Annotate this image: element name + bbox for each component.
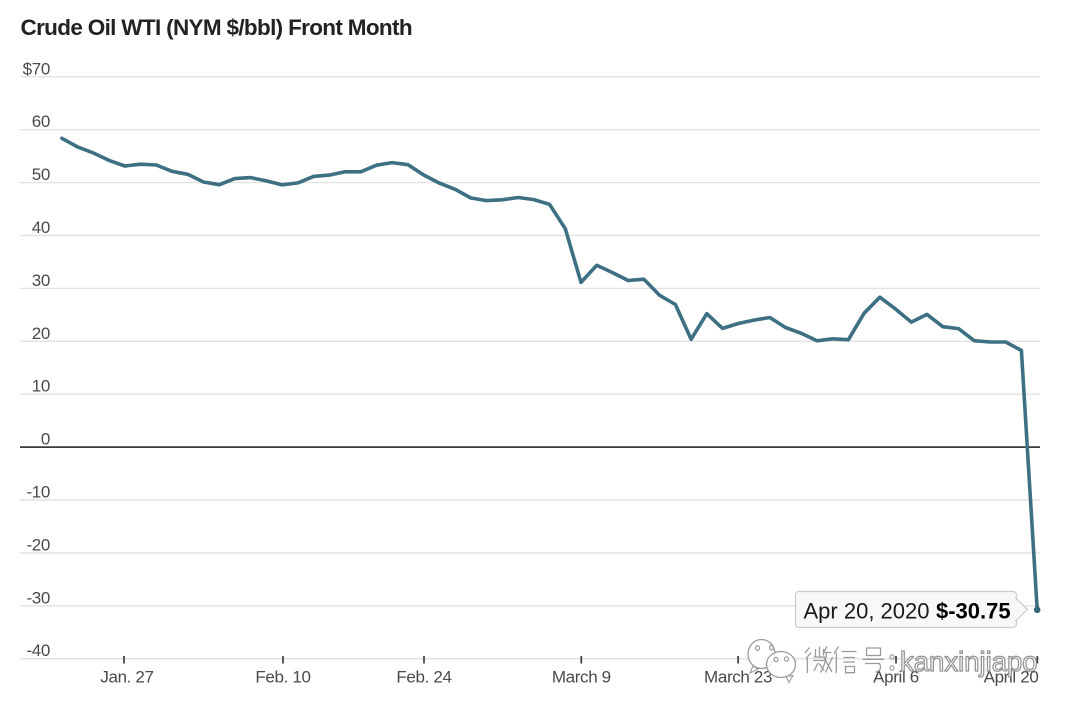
svg-text:40: 40 xyxy=(32,218,50,237)
svg-text:0: 0 xyxy=(41,430,50,449)
svg-text:50: 50 xyxy=(32,165,50,184)
svg-text:20: 20 xyxy=(32,324,50,343)
svg-text:60: 60 xyxy=(32,112,50,131)
svg-text:Jan. 27: Jan. 27 xyxy=(100,668,153,687)
svg-text:Crude Oil WTI (NYM $/bbl) Fron: Crude Oil WTI (NYM $/bbl) Front Month xyxy=(21,15,412,40)
svg-text:March 23: March 23 xyxy=(704,668,772,687)
svg-text:Feb. 24: Feb. 24 xyxy=(396,668,451,687)
svg-text:-10: -10 xyxy=(26,483,50,502)
svg-text:Feb. 10: Feb. 10 xyxy=(255,668,310,687)
svg-text:kanxinjiapo: kanxinjiapo xyxy=(900,646,1038,677)
svg-text:$-30.75: $-30.75 xyxy=(936,599,1011,624)
svg-text:10: 10 xyxy=(32,377,50,396)
svg-text:March 9: March 9 xyxy=(552,668,611,687)
svg-text:-20: -20 xyxy=(26,535,50,554)
svg-text:-40: -40 xyxy=(26,641,50,660)
svg-text:-30: -30 xyxy=(26,588,50,607)
svg-text:April 20: April 20 xyxy=(984,668,1039,687)
svg-text:Apr 20, 2020: Apr 20, 2020 xyxy=(804,599,930,624)
svg-text:April 6: April 6 xyxy=(873,668,919,687)
svg-text:30: 30 xyxy=(32,271,50,290)
svg-text:$70: $70 xyxy=(23,59,50,78)
